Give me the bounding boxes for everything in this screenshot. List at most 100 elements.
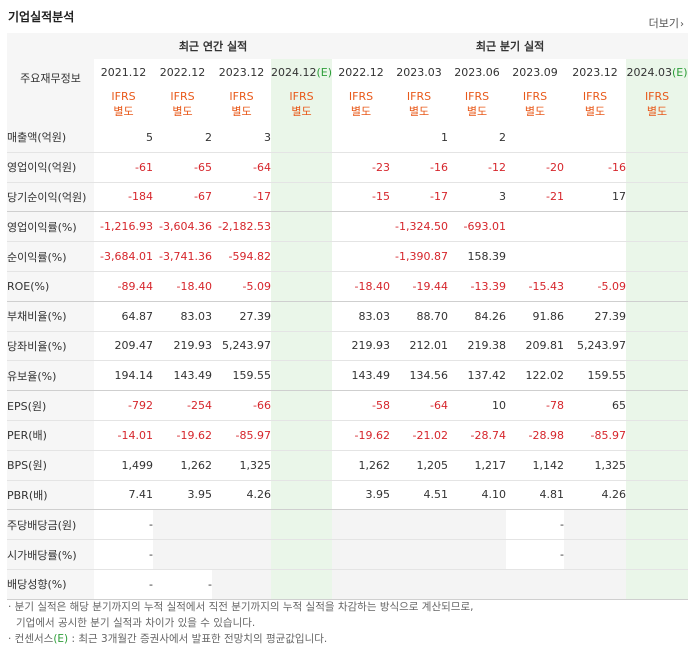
table-cell: 4.51 bbox=[390, 479, 449, 510]
chevron-right-icon: › bbox=[680, 19, 684, 30]
table-cell bbox=[332, 539, 391, 570]
ifrs-header: IFRS 별도 bbox=[94, 85, 153, 123]
table-cell bbox=[626, 330, 689, 361]
row-label: 영업이익(억원) bbox=[7, 151, 94, 183]
table-cell bbox=[271, 360, 333, 391]
ifrs-header: IFRS 별도 bbox=[564, 85, 627, 123]
table-row: ROE(%) -89.44 -18.40 -5.09 -18.40 -19.44 -13.3… bbox=[7, 270, 689, 302]
table-row: 매출액(억원) 5 2 3 1 2 bbox=[7, 123, 689, 153]
table-cell: -1,390.87 bbox=[390, 241, 449, 272]
table-cell bbox=[564, 539, 627, 570]
table-cell bbox=[626, 151, 689, 183]
table-cell: -1,324.50 bbox=[390, 211, 449, 242]
table-cell bbox=[626, 181, 689, 212]
table-cell: 3 bbox=[448, 181, 507, 212]
table-cell bbox=[271, 419, 333, 451]
table-cell: -184 bbox=[94, 181, 153, 212]
table-cell bbox=[212, 539, 271, 570]
table-cell bbox=[332, 568, 391, 600]
table-cell: - bbox=[94, 568, 153, 600]
table-cell bbox=[626, 360, 689, 391]
period-header: 2022.12 bbox=[153, 59, 212, 85]
table-cell bbox=[626, 241, 689, 272]
table-cell: 1,499 bbox=[94, 449, 153, 481]
row-label: ROE(%) bbox=[7, 270, 94, 302]
table-cell: -3,741.36 bbox=[153, 241, 212, 272]
table-cell bbox=[626, 300, 689, 332]
table-row: 배당성향(%) - - bbox=[7, 568, 689, 600]
table-cell: 209.47 bbox=[94, 330, 153, 361]
row-label: 부채비율(%) bbox=[7, 300, 94, 332]
footnote-2: 기업에서 공시한 분기 실적과 차이가 있을 수 있습니다. bbox=[16, 617, 256, 629]
table-cell: -20 bbox=[506, 151, 565, 183]
table-cell: 84.26 bbox=[448, 300, 507, 332]
table-cell: -17 bbox=[212, 181, 271, 212]
period-header: 2024.12(E) bbox=[271, 59, 332, 85]
table-cell: -85.97 bbox=[212, 419, 271, 451]
table-cell bbox=[390, 539, 449, 570]
table-cell: 5 bbox=[146, 130, 153, 144]
table-cell: -5.09 bbox=[212, 270, 271, 302]
row-label: 매출액(억원) bbox=[7, 123, 94, 153]
table-cell: -28.74 bbox=[448, 419, 507, 451]
table-cell: 27.39 bbox=[564, 300, 627, 332]
table-row: 유보율(%) 194.14 143.49 159.55 143.49 134.56 137.… bbox=[7, 360, 689, 391]
table-cell: 4.26 bbox=[564, 479, 627, 510]
table-row: EPS(원) -792 -254 -66 -58 -64 10 -78 65 bbox=[7, 390, 689, 421]
table-cell: -66 bbox=[212, 390, 271, 421]
ifrs-header: IFRS 별도 bbox=[271, 85, 333, 123]
table-cell: 159.55 bbox=[212, 360, 271, 391]
row-label: 유보율(%) bbox=[7, 360, 94, 391]
table-cell: -12 bbox=[448, 151, 507, 183]
row-label: BPS(원) bbox=[7, 449, 94, 481]
table-cell: -18.40 bbox=[332, 270, 391, 302]
table-cell bbox=[212, 509, 271, 540]
table-row: 시가배당률(%) - - bbox=[7, 539, 689, 570]
table-cell: -19.44 bbox=[390, 270, 449, 302]
table-row: PBR(배) 7.41 3.95 4.26 3.95 4.51 4.10 4.81 4.26 bbox=[7, 479, 689, 510]
section-title: 기업실적분석 bbox=[8, 10, 75, 24]
table-cell: -14.01 bbox=[94, 419, 153, 451]
table-cell: 2 bbox=[205, 130, 212, 144]
table-row: BPS(원) 1,499 1,262 1,325 1,262 1,205 1,217 1,14… bbox=[7, 449, 689, 481]
table-cell: 4.26 bbox=[212, 479, 271, 510]
table-cell: -17 bbox=[390, 181, 449, 212]
row-label: EPS(원) bbox=[7, 390, 94, 421]
table-cell: 219.38 bbox=[448, 330, 507, 361]
table-cell bbox=[332, 509, 391, 540]
quarter-header: 최근 분기 실적 bbox=[332, 33, 689, 59]
table-cell bbox=[626, 211, 689, 242]
table-cell: -18.40 bbox=[153, 270, 212, 302]
table-cell: -89.44 bbox=[94, 270, 153, 302]
table-cell: -3,684.01 bbox=[94, 241, 153, 272]
table-cell: 209.81 bbox=[506, 330, 565, 361]
ifrs-header: IFRS 별도 bbox=[332, 85, 391, 123]
row-label: 순이익률(%) bbox=[7, 241, 94, 272]
table-cell: 1,262 bbox=[332, 449, 391, 481]
table-row: PER(배) -14.01 -19.62 -85.97 -19.62 -21.02 -28.… bbox=[7, 419, 689, 451]
period-header: 2023.06 bbox=[448, 59, 507, 85]
table-cell bbox=[506, 568, 565, 600]
table-cell: -65 bbox=[153, 151, 212, 183]
row-label: 당좌비율(%) bbox=[7, 330, 94, 361]
row-label: 영업이익률(%) bbox=[7, 211, 94, 242]
financial-table: 주요재무정보 최근 연간 실적 최근 분기 실적 2021.12 2022.12 2… bbox=[7, 33, 689, 600]
table-cell: 88.70 bbox=[390, 300, 449, 332]
table-cell: -67 bbox=[153, 181, 212, 212]
table-cell: -15 bbox=[332, 181, 391, 212]
table-cell: 83.03 bbox=[153, 300, 212, 332]
table-cell: 3 bbox=[264, 130, 271, 144]
table-cell bbox=[271, 181, 333, 212]
table-cell: -594.82 bbox=[212, 241, 271, 272]
period-header: 2024.03(E) bbox=[626, 59, 689, 85]
table-cell bbox=[271, 300, 333, 332]
table-cell bbox=[564, 509, 627, 540]
table-cell: 212.01 bbox=[390, 330, 449, 361]
table-cell bbox=[153, 539, 212, 570]
ifrs-header: IFRS 별도 bbox=[448, 85, 507, 123]
table-cell: -3,604.36 bbox=[153, 211, 212, 242]
more-link[interactable]: 더보기› bbox=[648, 17, 684, 30]
table-cell: 65 bbox=[564, 390, 627, 421]
table-cell: -19.62 bbox=[153, 419, 212, 451]
table-cell: 219.93 bbox=[153, 330, 212, 361]
